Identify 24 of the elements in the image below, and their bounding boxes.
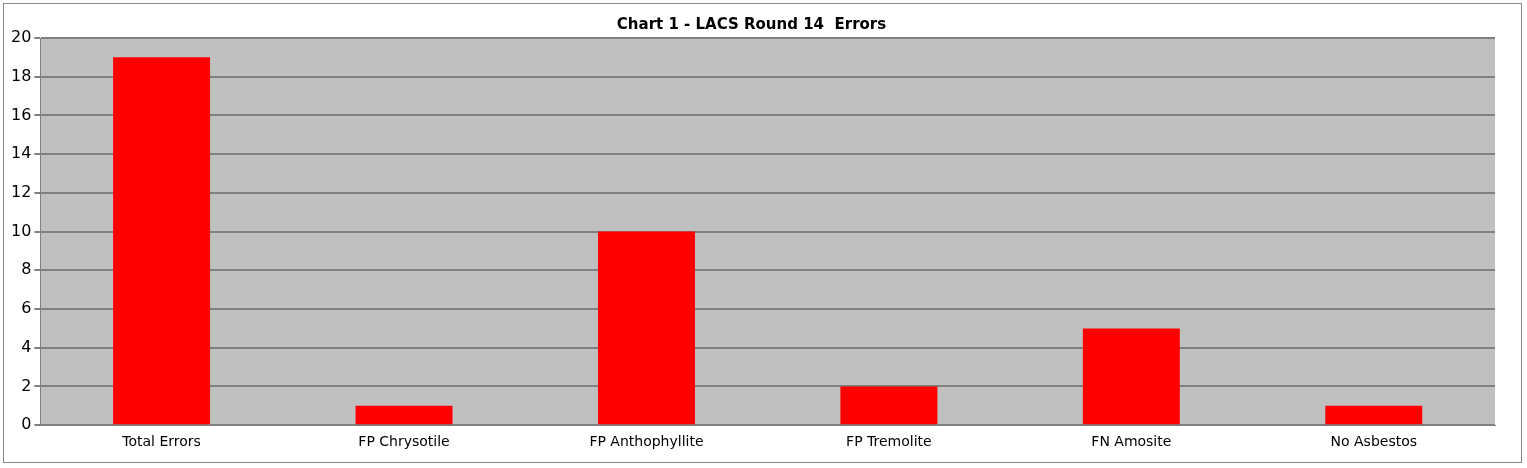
y-tick-label: 14 <box>11 143 32 163</box>
x-tick-label: FN Amosite <box>1091 433 1172 450</box>
bar <box>355 405 453 425</box>
y-tick-label: 10 <box>11 220 32 240</box>
y-tick-label: 18 <box>11 65 32 85</box>
y-tick-label: 12 <box>11 182 32 202</box>
x-tick-label: FP Tremolite <box>846 433 932 450</box>
bar <box>1325 405 1423 425</box>
bar <box>840 386 938 425</box>
chart-title: Chart 1 - LACS Round 14 Errors <box>616 14 887 33</box>
y-tick-label: 2 <box>21 375 32 395</box>
y-tick-label: 6 <box>21 298 32 318</box>
y-tick-label: 16 <box>11 104 32 124</box>
x-tick-label: FP Anthophyllite <box>589 433 704 450</box>
x-tick-label: No Asbestos <box>1330 433 1418 450</box>
y-tick-label: 8 <box>21 259 32 279</box>
y-tick-label: 0 <box>21 414 32 434</box>
bar <box>1082 328 1180 425</box>
bar <box>113 57 211 425</box>
y-tick-label: 4 <box>21 336 32 356</box>
x-tick-label: FP Chrysotile <box>358 433 450 450</box>
x-tick-label: Total Errors <box>121 433 201 450</box>
bar <box>597 231 695 425</box>
y-tick-label: 20 <box>11 27 32 47</box>
